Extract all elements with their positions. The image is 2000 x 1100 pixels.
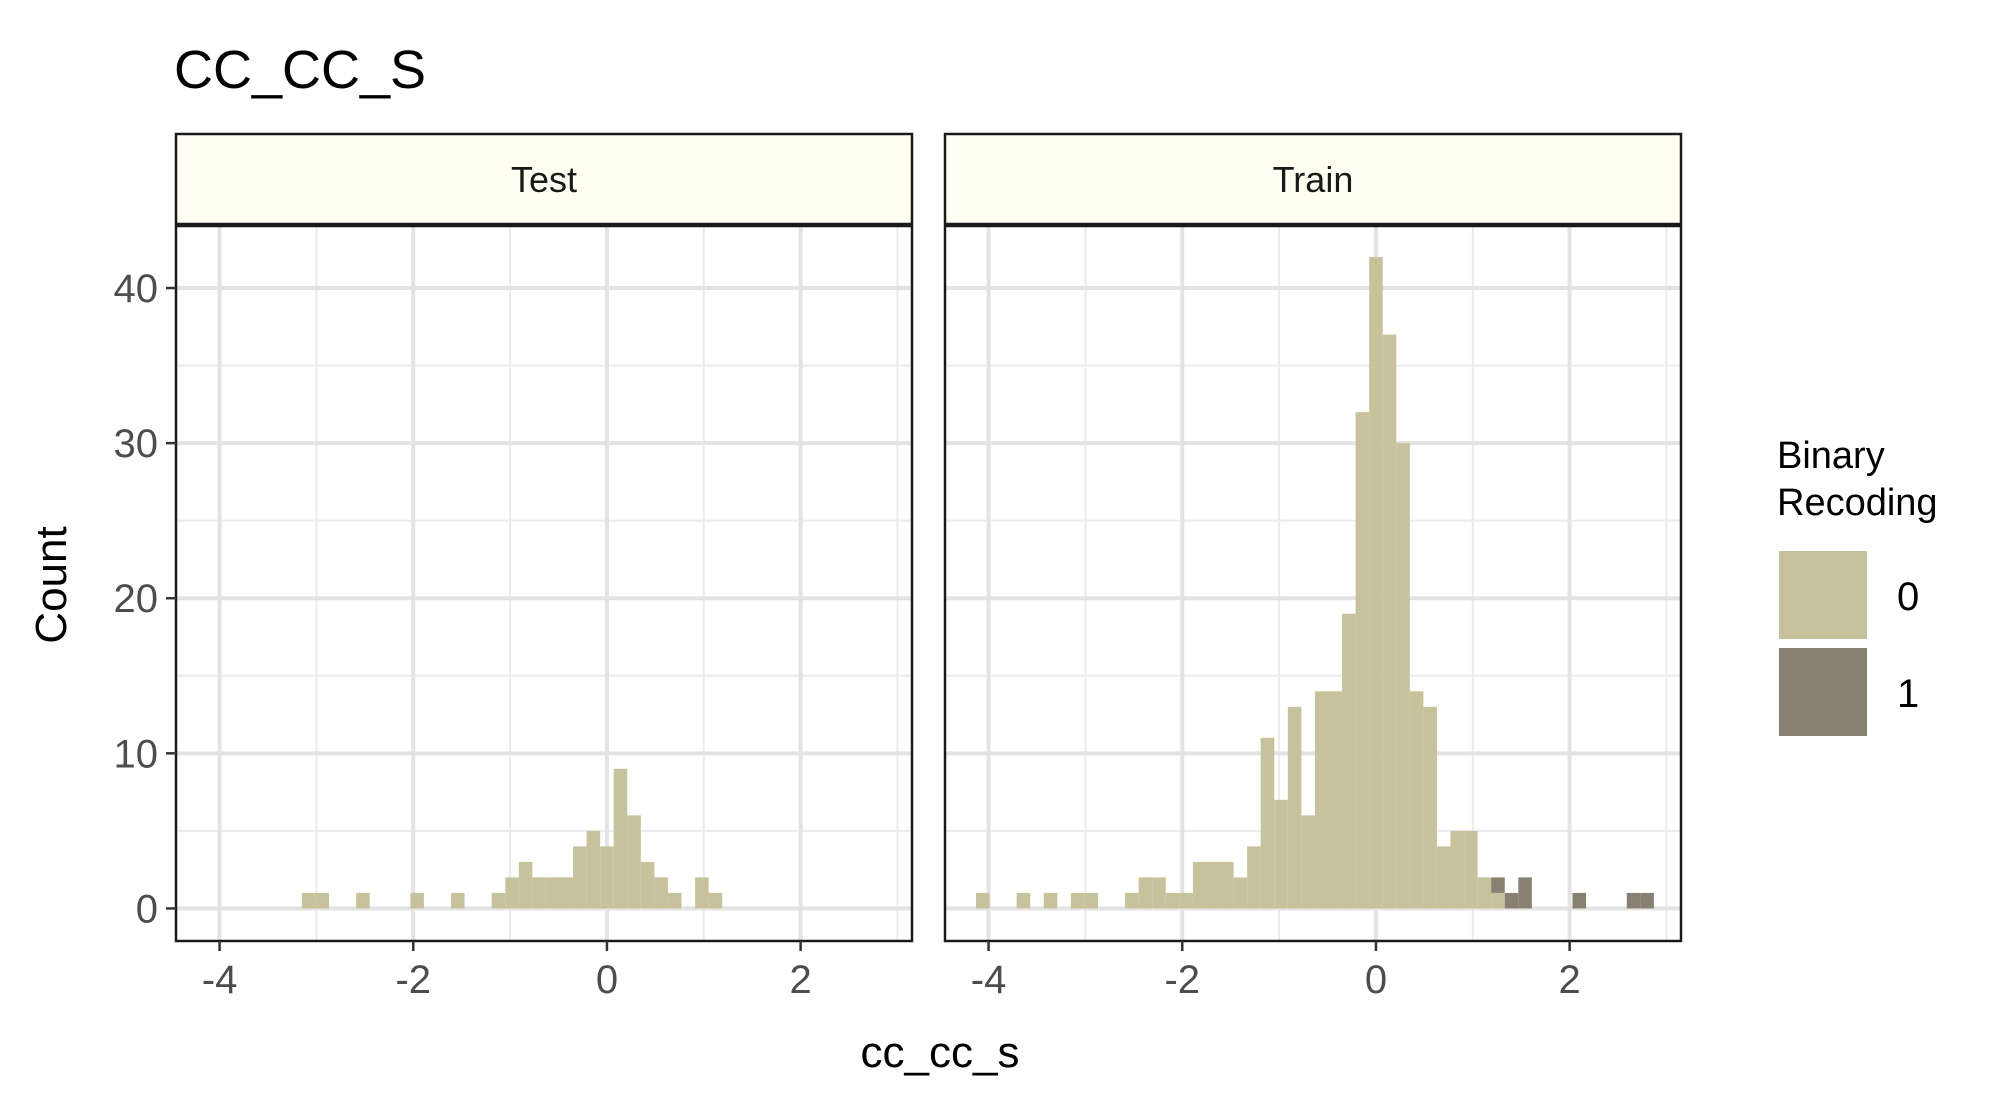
histogram-bar <box>1138 877 1153 909</box>
y-axis: 0 10 20 30 40 <box>114 267 176 931</box>
legend-label-0: 0 <box>1897 575 1919 619</box>
histogram-bar <box>1274 799 1288 909</box>
histogram-bar <box>1409 691 1424 909</box>
panel-border <box>943 224 1683 943</box>
histogram-bar <box>410 892 424 909</box>
histogram-bar <box>1423 706 1437 909</box>
histogram-bar <box>1233 877 1248 909</box>
histogram-bar <box>1016 892 1031 909</box>
histogram-bar <box>1328 691 1343 909</box>
histogram-bar <box>1572 892 1587 909</box>
x-tick-label: -2 <box>395 958 431 1002</box>
y-tick-label: 0 <box>136 887 158 931</box>
legend-title-line-1: Binary <box>1777 435 1885 477</box>
histogram-bar <box>1260 737 1275 909</box>
histogram-bar <box>1450 830 1465 909</box>
histogram-bar <box>1084 892 1099 909</box>
histogram-bar <box>1369 257 1383 909</box>
histogram-bar <box>1192 861 1207 909</box>
x-tick-label: -2 <box>1164 958 1200 1002</box>
histogram-bar <box>1165 892 1180 909</box>
histogram-bar <box>1314 691 1329 909</box>
histogram-bar <box>1152 877 1166 909</box>
histogram-bar <box>573 846 587 909</box>
panel-border <box>174 224 914 943</box>
histogram-bar <box>491 892 506 909</box>
histogram-bar <box>1396 443 1410 909</box>
histogram-bar <box>1070 892 1085 909</box>
histogram-bar <box>301 892 316 909</box>
legend-label-1: 1 <box>1897 672 1919 716</box>
histogram-bar <box>1464 830 1478 909</box>
histogram-bar <box>1518 877 1532 909</box>
histogram-bar <box>627 815 641 909</box>
legend: Binary Recoding 0 1 <box>1777 435 1938 736</box>
facet-panels: Test -4 -2 0 2 Train -4 -2 0 2 <box>174 132 1683 1002</box>
x-tick-label: -4 <box>971 958 1007 1002</box>
histogram-bar <box>356 892 370 909</box>
histogram-bar <box>708 892 723 909</box>
histogram-bar <box>1382 334 1397 909</box>
legend-swatch-1 <box>1779 648 1867 736</box>
panel-background <box>176 226 912 941</box>
y-tick-label: 40 <box>114 267 159 311</box>
facet-strip <box>943 132 1683 226</box>
histogram-bar <box>1125 892 1139 909</box>
legend-swatch-0 <box>1779 551 1867 639</box>
y-tick-label: 10 <box>114 732 159 776</box>
x-tick-label: 0 <box>1365 958 1387 1002</box>
histogram-bar <box>1626 892 1641 909</box>
facet-strip <box>174 132 914 226</box>
histogram-bar <box>1179 892 1193 909</box>
histogram-bar <box>559 877 574 909</box>
histogram-bar <box>1640 892 1654 909</box>
histogram-bar <box>695 877 709 909</box>
y-tick-label: 30 <box>114 422 159 466</box>
y-axis-title: Count <box>27 526 76 643</box>
chart-title: CC_CC_S <box>174 40 426 100</box>
histogram-bar <box>975 892 990 909</box>
histogram-bar <box>1504 892 1519 909</box>
histogram-bar <box>1206 861 1221 909</box>
x-tick-label: 2 <box>1559 958 1581 1002</box>
histogram-bar <box>1247 846 1261 909</box>
histogram-bar <box>640 861 655 909</box>
histogram-bar <box>1491 892 1505 909</box>
y-tick-label: 20 <box>114 577 159 621</box>
panel-test: Test -4 -2 0 2 <box>174 132 914 1002</box>
histogram-bar <box>667 892 682 909</box>
histogram-bar <box>613 768 628 909</box>
histogram-bar <box>1220 861 1234 909</box>
histogram-bar <box>532 877 546 909</box>
histogram-bar <box>505 877 519 909</box>
x-axis-title: cc_cc_s <box>861 1028 1020 1077</box>
histogram-bar <box>1355 412 1370 909</box>
histogram-bar <box>654 877 668 909</box>
facet-strip-label: Train <box>1273 159 1354 200</box>
histogram-bar <box>545 877 560 909</box>
histogram-bar <box>1491 877 1505 893</box>
facet-strip-label: Test <box>511 159 577 200</box>
histogram-bar <box>451 892 465 909</box>
histogram-bar <box>1287 706 1302 909</box>
histogram-bar <box>1342 613 1356 909</box>
histogram-bar <box>1436 846 1451 909</box>
histogram-bar <box>600 846 614 909</box>
x-tick-label: -4 <box>202 958 238 1002</box>
histogram-bar <box>586 830 601 909</box>
legend-title-line-2: Recoding <box>1777 482 1938 524</box>
x-tick-label: 0 <box>596 958 618 1002</box>
x-tick-label: 2 <box>790 958 812 1002</box>
histogram-bar <box>315 892 330 909</box>
histogram-bar <box>1043 892 1058 909</box>
histogram-bar <box>1477 877 1492 909</box>
histogram-bar <box>1301 815 1315 909</box>
histogram-bar <box>518 861 533 909</box>
panel-train: Train -4 -2 0 2 <box>943 132 1683 1002</box>
